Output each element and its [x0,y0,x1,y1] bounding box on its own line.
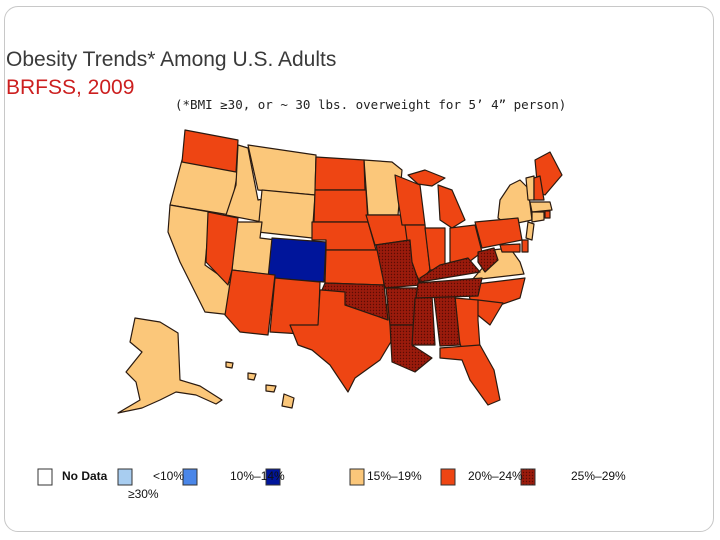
legend-swatch-ge30 [520,468,536,486]
state-hawaii-oahu [247,372,257,381]
state-pennsylvania [474,217,523,249]
state-maryland [499,243,521,253]
state-wyoming [257,189,316,239]
state-hawaii-kauai [225,361,234,369]
state-new-hampshire [533,175,545,201]
state-kentucky [419,257,481,283]
state-west-virginia [477,247,499,273]
legend-swatch-20-24 [349,468,365,486]
state-hawaii-big-island [281,393,295,409]
legend-swatch-no-data [37,468,53,486]
slide-title: Obesity Trends* Among U.S. Adults [6,48,337,71]
state-new-jersey [525,221,535,241]
state-michigan [437,184,466,229]
state-north-carolina [467,277,526,306]
state-ohio [449,224,483,266]
legend-swatch-10-14 [182,468,198,486]
state-kansas [324,249,385,286]
legend-label-lt10: <10% [153,469,185,483]
legend-label-20-24: 20%–24% [468,469,523,483]
state-mississippi [411,295,436,346]
state-hawaii-maui [265,384,277,393]
legend-swatch-15-19 [265,468,281,486]
bmi-footnote: (*BMI ≥30, or ~ 30 lbs. overweight for 5… [175,97,567,112]
legend-label-ge30: ≥30% [128,487,159,501]
state-colorado [267,237,327,283]
legend-label-15-19: 15%–19% [367,469,422,483]
state-missouri [375,239,421,289]
legend-swatch-25-29 [440,468,456,486]
state-alaska [117,317,223,414]
legend-label-no-data: No Data [62,469,108,483]
state-north-dakota [314,156,366,191]
state-tennessee [415,277,483,299]
legend-label-10-14: 10%–14% [230,469,285,483]
state-arizona [224,269,276,336]
legend-label-25-29: 25%–29% [571,469,626,483]
state-nevada [205,211,239,286]
state-michigan-upper [407,169,446,187]
state-florida [439,344,501,406]
state-massachusetts [529,201,553,213]
state-montana [247,144,317,196]
state-south-dakota [313,189,369,223]
legend-swatch-lt10 [117,468,133,486]
slide-subtitle: BRFSS, 2009 [6,76,135,99]
state-rhode-island [544,210,551,219]
state-connecticut [531,211,545,223]
state-washington [181,129,239,173]
state-delaware [521,239,529,253]
state-alabama [433,295,461,347]
state-vermont [525,175,535,201]
slide-frame [4,6,714,532]
